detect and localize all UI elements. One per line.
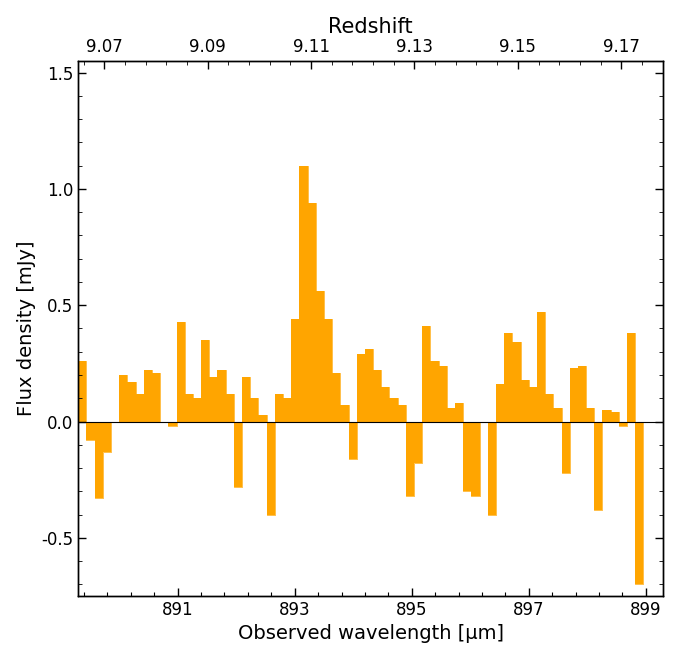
Y-axis label: Flux density [mJy]: Flux density [mJy] bbox=[17, 241, 35, 416]
X-axis label: Observed wavelength [μm]: Observed wavelength [μm] bbox=[238, 624, 504, 644]
X-axis label: Redshift: Redshift bbox=[328, 16, 413, 37]
